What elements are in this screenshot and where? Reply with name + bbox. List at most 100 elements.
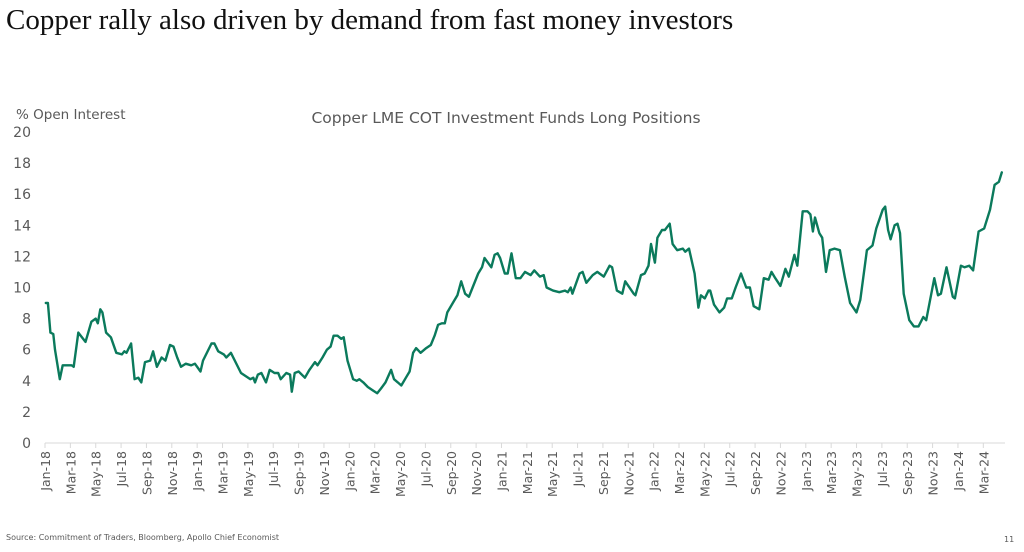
x-tick-label: May-18: [89, 451, 104, 497]
data-point: [322, 357, 324, 359]
data-point: [97, 322, 99, 324]
x-tick-label: Sep-20: [444, 451, 459, 495]
data-point: [682, 248, 684, 250]
data-point: [834, 248, 836, 250]
x-tick-label: Mar-24: [976, 451, 991, 494]
data-point: [85, 341, 87, 343]
data-point: [430, 344, 432, 346]
data-point: [719, 311, 721, 313]
data-point: [925, 319, 927, 321]
data-point: [169, 344, 171, 346]
data-point: [946, 266, 948, 268]
data-point: [202, 360, 204, 362]
page-number: 11: [1004, 535, 1015, 544]
data-point: [265, 381, 267, 383]
data-point: [481, 266, 483, 268]
data-point: [567, 291, 569, 293]
y-tick-label: 12: [13, 249, 31, 265]
data-point: [753, 305, 755, 307]
data-point: [464, 293, 466, 295]
data-point: [444, 322, 446, 324]
data-point: [648, 265, 650, 267]
data-point: [176, 357, 178, 359]
data-point: [47, 302, 49, 304]
data-point: [621, 293, 623, 295]
y-tick-label: 2: [22, 405, 31, 421]
data-point: [277, 372, 279, 374]
data-point: [954, 297, 956, 299]
data-point: [903, 293, 905, 295]
data-point: [758, 308, 760, 310]
data-point: [173, 346, 175, 348]
source-note: Source: Commitment of Traders, Bloomberg…: [6, 533, 280, 542]
x-tick-label: Nov-23: [926, 451, 941, 495]
data-point: [415, 347, 417, 349]
data-point: [217, 350, 219, 352]
data-point: [230, 352, 232, 354]
data-point: [788, 276, 790, 278]
data-point: [913, 325, 915, 327]
data-point: [519, 277, 521, 279]
data-point: [126, 352, 128, 354]
data-point: [347, 360, 349, 362]
y-tick-label: 14: [13, 218, 31, 234]
x-tick-label: May-23: [850, 451, 865, 497]
data-point: [989, 209, 991, 211]
data-point: [887, 229, 889, 231]
data-point: [376, 392, 378, 394]
x-tick-label: Sep-22: [748, 451, 763, 495]
data-point: [333, 335, 335, 337]
data-point: [446, 311, 448, 313]
data-point: [425, 347, 427, 349]
data-point: [745, 287, 747, 289]
data-point: [326, 349, 328, 351]
x-tick-label: Sep-19: [292, 451, 307, 495]
data-point: [397, 381, 399, 383]
data-point: [123, 350, 125, 352]
data-point: [616, 290, 618, 292]
data-point: [185, 363, 187, 365]
data-point: [533, 269, 535, 271]
y-tick-label: 6: [22, 343, 31, 359]
y-tick-labels: 0 2 4 6 8 10 12 14 16 18 20: [13, 125, 31, 452]
data-point: [330, 346, 332, 348]
data-point: [809, 213, 811, 215]
data-point: [611, 266, 613, 268]
data-point: [95, 318, 97, 320]
y-tick-label: 8: [22, 312, 31, 328]
x-tick-label: Mar-22: [672, 451, 687, 494]
y-tick-label: 16: [13, 187, 31, 203]
data-point: [452, 302, 454, 304]
chart-title: Copper LME COT Investment Funds Long Pos…: [311, 109, 700, 127]
x-tick-label: Nov-19: [317, 451, 332, 496]
data-point: [821, 237, 823, 239]
data-point: [134, 378, 136, 380]
data-point: [802, 210, 804, 212]
data-point: [644, 273, 646, 275]
x-tick-label: Mar-18: [63, 451, 78, 494]
data-point: [650, 243, 652, 245]
data-point: [371, 389, 373, 391]
data-point: [664, 229, 666, 231]
data-point: [918, 325, 920, 327]
data-point: [137, 377, 139, 379]
data-point: [340, 338, 342, 340]
data-point: [676, 249, 678, 251]
data-point: [784, 268, 786, 270]
data-point: [937, 294, 939, 296]
data-point: [497, 252, 499, 254]
x-tick-label: Nov-22: [773, 451, 788, 495]
data-point: [530, 274, 532, 276]
data-point: [539, 276, 541, 278]
data-point: [603, 276, 605, 278]
x-tick-label: May-20: [393, 451, 408, 497]
data-point: [515, 277, 517, 279]
data-point: [393, 378, 395, 380]
data-point: [110, 336, 112, 338]
x-tick-label: Jan-24: [951, 451, 966, 492]
x-tick-label: Mar-20: [368, 451, 383, 494]
data-point: [978, 231, 980, 233]
x-tick-label: Nov-21: [621, 451, 636, 495]
x-tick-label: Jan-23: [799, 451, 814, 492]
